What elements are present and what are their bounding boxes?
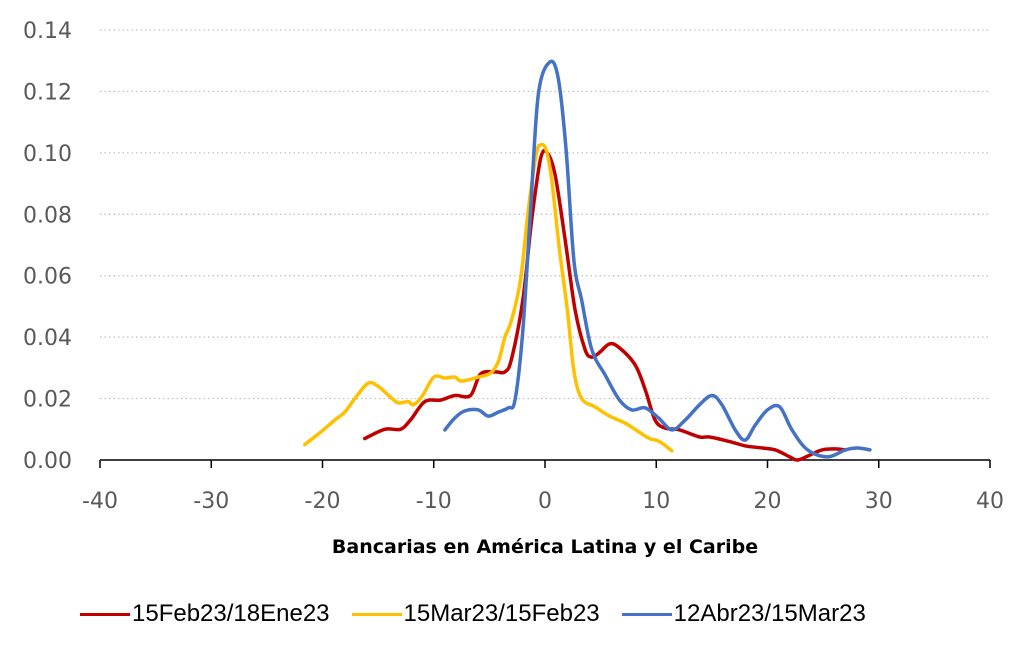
- legend: 15Feb23/18Ene23 15Mar23/15Feb23 12Abr23/…: [80, 600, 888, 628]
- x-axis: [99, 459, 991, 468]
- legend-swatch-series-0: [80, 612, 130, 616]
- legend-item-series-2: 12Abr23/15Mar23: [621, 600, 866, 628]
- legend-item-series-0: 15Feb23/18Ene23: [80, 600, 330, 628]
- y-axis-ticks: 0.00 0.02 0.04 0.06 0.08 0.10 0.12 0.14: [23, 19, 72, 474]
- x-axis-ticks: -40 -30 -20 -10 0 10 20 30 40: [82, 489, 1004, 514]
- y-tick-label: 0.04: [23, 326, 72, 351]
- y-tick-label: 0.14: [23, 19, 72, 44]
- x-tick-label: -40: [82, 489, 118, 514]
- legend-swatch-series-1: [351, 612, 402, 616]
- x-tick-label: -10: [416, 489, 452, 514]
- series-line-0: [363, 148, 848, 462]
- x-tick-label: -20: [305, 489, 341, 514]
- x-tick-label: 10: [642, 489, 670, 514]
- gridlines: [100, 29, 990, 400]
- legend-item-series-1: 15Mar23/15Feb23: [351, 600, 600, 628]
- y-tick-label: 0.06: [23, 265, 72, 290]
- x-tick-label: 30: [865, 489, 893, 514]
- y-tick-label: 0.10: [23, 142, 72, 167]
- x-tick-label: 20: [754, 489, 782, 514]
- x-axis-title: Bancarias en América Latina y el Caribe: [332, 536, 758, 558]
- legend-label-series-2: 12Abr23/15Mar23: [673, 600, 866, 627]
- y-tick-label: 0.00: [23, 449, 72, 474]
- y-tick-label: 0.02: [23, 388, 72, 413]
- x-tick-label: -30: [193, 489, 229, 514]
- series-lines: [302, 59, 872, 462]
- series-line-1: [302, 142, 674, 453]
- x-tick-label: 0: [538, 489, 552, 514]
- legend-swatch-series-2: [621, 612, 672, 616]
- legend-label-series-0: 15Feb23/18Ene23: [132, 600, 330, 627]
- series-line-2: [443, 59, 872, 459]
- y-tick-label: 0.08: [23, 203, 72, 228]
- y-tick-label: 0.12: [23, 80, 72, 105]
- x-tick-label: 40: [976, 489, 1004, 514]
- legend-label-series-1: 15Mar23/15Feb23: [403, 600, 600, 627]
